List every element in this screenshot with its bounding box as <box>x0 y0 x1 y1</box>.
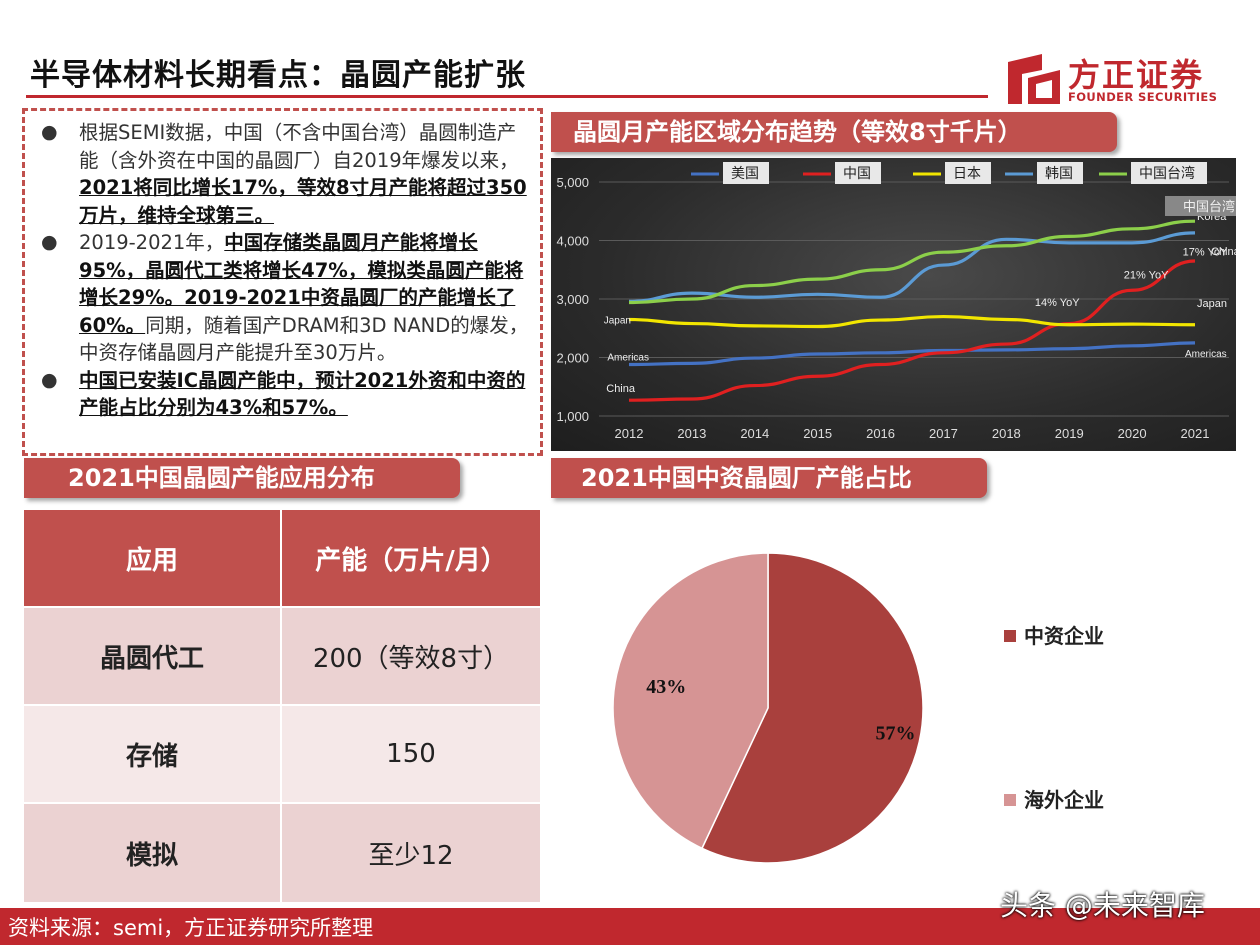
logo-chinese-name: 方正证券 <box>1068 56 1205 94</box>
title-divider <box>26 95 988 98</box>
y-tick-label: 4,000 <box>556 234 589 249</box>
x-tick-label: 2017 <box>929 426 958 441</box>
series-label: Americas <box>1185 349 1227 360</box>
legend-swatch <box>1004 629 1016 642</box>
bullet-dot-icon: ● <box>41 368 58 391</box>
x-tick-label: 2020 <box>1118 426 1147 441</box>
bullet-dot-icon: ● <box>41 121 58 143</box>
bullet-dot-icon: ● <box>41 231 58 253</box>
table-row: 模拟 至少12 <box>24 804 540 902</box>
line-chart: 1,000 2,000 3,000 4,000 5,000 2012 2013 2014 201… <box>556 162 1253 441</box>
x-tick-label: 2012 <box>615 426 644 441</box>
bullet-item: ● 根据SEMI数据，中国（不含中国台湾）晶圆制造产能（含外资在中国的晶圆厂）自… <box>37 119 530 229</box>
x-tick-label: 2013 <box>677 426 706 441</box>
legend-label-box <box>835 162 881 184</box>
chart-legend-item: 中国 <box>803 162 881 184</box>
series-line <box>628 314 1196 329</box>
table-row: 晶圆代工 200（等效8寸） <box>24 608 540 706</box>
legend-label: 日本 <box>953 166 981 182</box>
bullet-text: 同期，随着国产DRAM和3D NAND的爆发，中资存储晶圆月产能提升至30万片。 <box>79 313 529 365</box>
page-title: 半导体材料长期看点：晶圆产能扩张 <box>30 58 526 93</box>
series-label: Japan <box>604 315 631 326</box>
bullet-highlight: 2021将同比增长17%，等效8寸月产能将超过350万片，维持全球第三。 <box>79 176 527 227</box>
table-cell-application: 存储 <box>24 706 282 802</box>
pie-slice <box>701 552 924 864</box>
summary-bullets: ● 根据SEMI数据，中国（不含中国台湾）晶圆制造产能（含外资在中国的晶圆厂）自… <box>22 108 543 456</box>
y-tick-label: 3,000 <box>556 292 589 307</box>
founder-logo: 方正证券 FOUNDER SECURITIES <box>1008 50 1223 110</box>
legend-label: 中资企业 <box>1024 624 1104 648</box>
y-tick-label: 5,000 <box>556 175 589 190</box>
bullet-text: 根据SEMI数据，中国（不含中国台湾）晶圆制造产能（含外资在中国的晶圆厂）自20… <box>79 121 519 172</box>
series-line <box>628 231 1196 303</box>
chart-legend-item: 韩国 <box>1005 162 1083 184</box>
x-tick-label: 2015 <box>803 426 832 441</box>
x-tick-label: 2018 <box>992 426 1021 441</box>
chart-legend-item: 美国 <box>691 162 769 184</box>
yoy-annotation: 14% YoY <box>1035 297 1080 309</box>
chart-legend-item: 中国台湾 <box>1099 162 1207 184</box>
series-line <box>628 219 1196 305</box>
x-tick-label: 2016 <box>866 426 895 441</box>
series-label: Japan <box>1197 298 1227 310</box>
legend-label-box <box>1131 162 1207 184</box>
table-header-row: 应用 产能（万片/月） <box>24 510 540 608</box>
watermark: 头条 @未来智库 <box>1000 889 1205 922</box>
x-tick-label: 2021 <box>1181 426 1210 441</box>
chart-legend-item: 日本 <box>913 162 991 184</box>
founder-logo-icon <box>1008 54 1060 104</box>
logo-english-name: FOUNDER SECURITIES <box>1068 90 1218 104</box>
application-table: 应用 产能（万片/月） 晶圆代工 200（等效8寸） 存储 150 模拟 至少1… <box>24 510 540 902</box>
legend-label: 海外企业 <box>1024 788 1104 812</box>
pie-value-label: 57% <box>875 722 915 744</box>
table-row: 存储 150 <box>24 706 540 804</box>
bullet-item: ● 2019-2021年，中国存储类晶圆月产能将增长95%，晶圆代工类将增长47… <box>37 229 530 367</box>
series-label: 中国台湾 <box>1183 199 1235 215</box>
bullet-item: ● 中国已安装IC晶圆产能中，预计2021外资和中资的产能占比分别为43%和57… <box>37 367 530 422</box>
table-banner: 2021中国晶圆产能应用分布 <box>24 458 460 498</box>
taiwan-label-box <box>1165 196 1253 216</box>
series-line <box>628 341 1196 367</box>
x-tick-label: 2019 <box>1055 426 1084 441</box>
legend-label: 中国 <box>843 166 871 182</box>
bullet-text: 2019-2021年， <box>79 231 225 254</box>
table-cell-capacity: 200（等效8寸） <box>282 608 540 704</box>
legend-label-box <box>1037 162 1083 184</box>
table-cell-capacity: 至少12 <box>282 804 540 902</box>
taiwan-label: 中国台湾 <box>1165 196 1253 216</box>
legend-label-box <box>723 162 769 184</box>
legend-swatch <box>1004 793 1016 806</box>
yoy-annotation: 17% YoY <box>1183 247 1228 259</box>
table-cell-application: 晶圆代工 <box>24 608 282 704</box>
series-label: China <box>1211 246 1236 258</box>
legend-label: 美国 <box>731 166 759 182</box>
y-tick-label: 2,000 <box>556 351 589 366</box>
bullet-highlight: 中国已安装IC晶圆产能中，预计2021外资和中资的产能占比分别为43%和57%。 <box>79 368 526 420</box>
line-chart-panel: 1,000 2,000 3,000 4,000 5,000 2012 2013 2014 201… <box>551 158 1253 451</box>
pie-value-label: 43% <box>646 676 686 698</box>
series-label: Americas <box>607 353 649 364</box>
pie-banner: 2021中国中资晶圆厂产能占比 <box>551 458 987 498</box>
legend-label: 韩国 <box>1045 166 1073 182</box>
pie-chart: 57% 43% <box>612 552 924 864</box>
bullet-highlight: 中国存储类晶圆月产能将增长95%，晶圆代工类将增长47%，模拟类晶圆产能将增长2… <box>79 231 524 337</box>
line-chart-banner: 晶圆月产能区域分布趋势（等效8寸千片） <box>551 112 1117 152</box>
pie-slice <box>612 552 769 850</box>
table-cell-capacity: 150 <box>282 706 540 802</box>
table-header-capacity: 产能（万片/月） <box>282 510 540 606</box>
pie-legend-foreign: 海外企业 <box>1004 784 1104 813</box>
series-line <box>628 259 1196 402</box>
series-label: China <box>606 383 636 395</box>
source-note: 资料来源：semi，方正证券研究所整理 <box>8 916 374 940</box>
table-header-application: 应用 <box>24 510 282 606</box>
legend-label-box <box>945 162 991 184</box>
pie-legend-domestic: 中资企业 <box>1004 620 1104 649</box>
y-tick-label: 1,000 <box>556 409 589 424</box>
table-cell-application: 模拟 <box>24 804 282 902</box>
yoy-annotation: 21% YoY <box>1124 270 1169 282</box>
footer-bar: 资料来源：semi，方正证券研究所整理 <box>0 908 1260 945</box>
legend-label: 中国台湾 <box>1139 165 1195 182</box>
x-tick-label: 2014 <box>740 426 769 441</box>
